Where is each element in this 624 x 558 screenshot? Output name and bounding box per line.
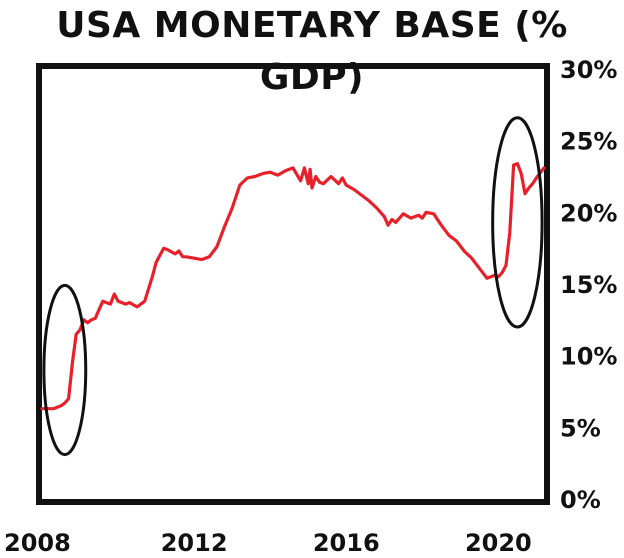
y-tick-label: 25% [560,128,617,156]
y-tick-label: 20% [560,199,617,227]
y-tick-label: 15% [560,271,617,299]
x-tick-label: 2008 [4,529,71,557]
y-tick-label: 10% [560,343,617,371]
series-line [40,162,546,411]
x-tick-label: 2020 [465,529,532,557]
y-tick-label: 5% [560,414,601,442]
x-tick-label: 2016 [313,529,380,557]
highlight-ellipse [42,283,88,457]
y-tick-label: 0% [560,486,601,514]
plot-frame [36,63,550,505]
annotation-layer [42,116,544,457]
x-axis-ticks: 2008 2012 2016 2020 [4,529,532,557]
x-tick-label: 2012 [161,529,228,557]
highlight-ellipse [491,116,544,329]
y-tick-label: 30% [560,56,617,84]
y-axis-ticks: 0% 5% 10% 15% 20% 25% 30% [560,56,617,514]
